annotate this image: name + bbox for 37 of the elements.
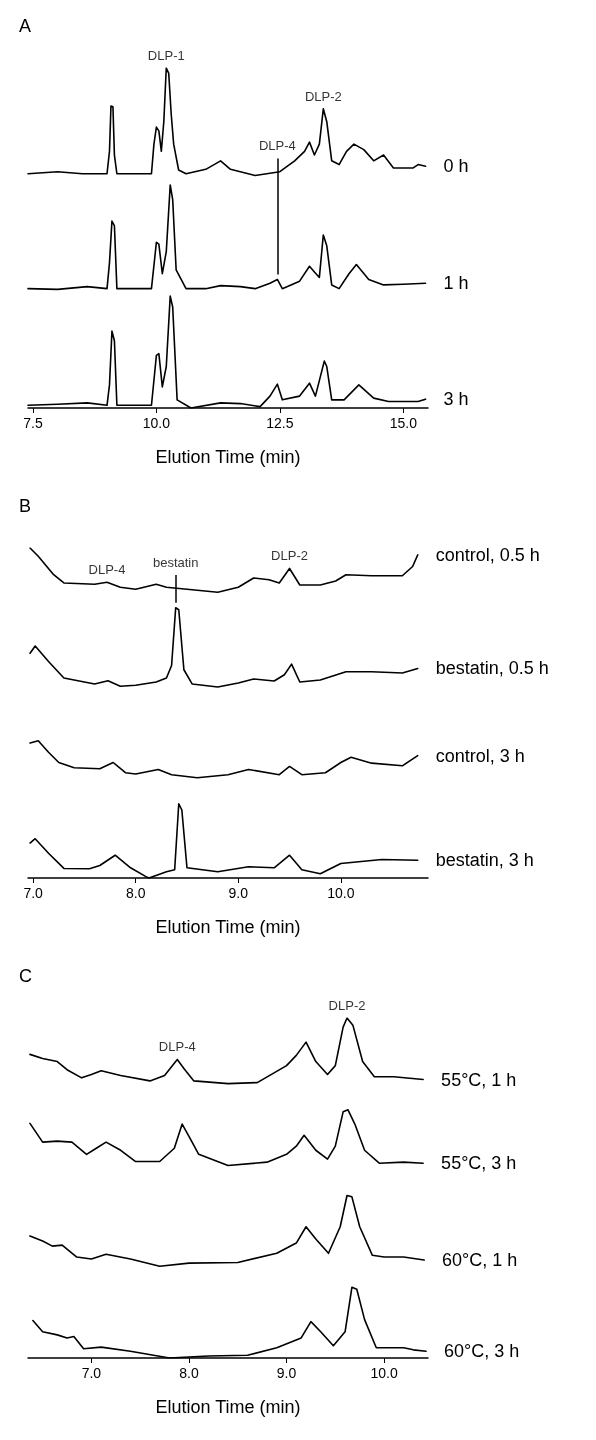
x-tick-label: 7.0 [81, 1365, 102, 1381]
chart-title: A [19, 16, 32, 36]
annotation: DLP-2 [271, 548, 308, 564]
chart-title: C [19, 966, 32, 986]
x-tick-label: 10.0 [327, 885, 355, 901]
series-label: 0 h [443, 156, 469, 177]
annotation: bestatin [152, 554, 199, 570]
x-axis-title: Elution Time (min) [155, 1397, 301, 1417]
series-label: 3 h [443, 389, 469, 410]
x-tick-label: 15.0 [389, 415, 418, 431]
series-label: control, 0.5 h [435, 544, 540, 565]
series-label: 60°C, 3 h [444, 1341, 520, 1362]
x-tick-label: 8.0 [125, 885, 146, 901]
x-tick-label: 7.0 [23, 885, 44, 901]
annotation: DLP-2 [328, 998, 366, 1013]
series-label: 55°C, 3 h [441, 1153, 517, 1174]
annotation: DLP-1 [147, 48, 185, 63]
x-tick-label: 9.0 [228, 885, 249, 901]
x-axis-title: Elution Time (min) [155, 447, 301, 467]
x-tick-label: 10.0 [142, 415, 171, 431]
x-tick-label: 12.5 [266, 415, 294, 431]
series-label: control, 3 h [435, 745, 525, 766]
annotation: DLP-4 [88, 562, 126, 578]
series-label: 60°C, 1 h [442, 1250, 518, 1271]
annotation: DLP-2 [304, 88, 342, 104]
series-label: bestatin, 0.5 h [435, 658, 549, 679]
chart-title: B [19, 496, 32, 516]
x-tick-label: 7.5 [23, 415, 43, 431]
x-axis-title: Elution Time (min) [155, 917, 301, 937]
x-tick-label: 9.0 [276, 1365, 297, 1381]
annotation: DLP-4 [158, 1039, 196, 1055]
annotation: DLP-4 [258, 138, 296, 154]
x-tick-label: 10.0 [370, 1365, 398, 1381]
series-label: 55°C, 1 h [441, 1069, 517, 1090]
series-label: 1 h [443, 273, 469, 294]
series-label: bestatin, 3 h [435, 850, 534, 871]
x-tick-label: 8.0 [179, 1365, 199, 1381]
